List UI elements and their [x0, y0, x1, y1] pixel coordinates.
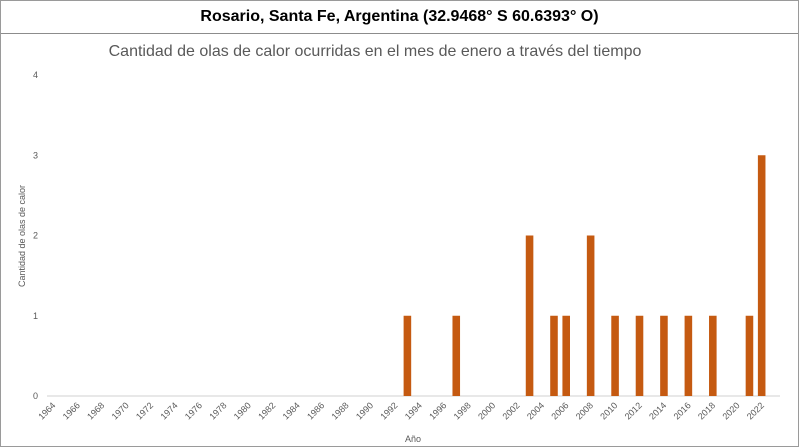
x-tick-label: 1984: [281, 400, 302, 421]
x-tick-label: 1966: [61, 400, 82, 421]
x-tick-label: 1982: [256, 400, 277, 421]
bar: [684, 315, 693, 396]
bar: [550, 315, 558, 396]
x-tick-label: 2006: [549, 400, 570, 421]
bar: [611, 315, 619, 396]
bar: [452, 315, 461, 396]
x-tick-label: 2010: [598, 400, 619, 421]
x-tick-label: 1980: [232, 400, 253, 421]
bar: [525, 235, 534, 396]
x-axis-label: Año: [405, 434, 421, 444]
x-tick-label: 1994: [403, 400, 424, 421]
x-tick-label: 1988: [329, 400, 350, 421]
x-tick-label: 1990: [354, 400, 375, 421]
bar: [757, 155, 766, 396]
bar: [562, 315, 570, 396]
x-tick-label: 1968: [85, 400, 106, 421]
bar: [660, 315, 668, 396]
x-tick-label: 1998: [452, 400, 473, 421]
y-tick-label: 4: [33, 70, 38, 80]
y-axis-label: Cantidad de olas de calor: [17, 185, 27, 287]
x-tick-label: 1992: [378, 400, 399, 421]
bar: [709, 315, 717, 396]
x-tick-label: 1972: [134, 400, 155, 421]
x-tick-label: 2000: [476, 400, 497, 421]
x-tick-label: 2008: [574, 400, 595, 421]
x-tick-label: 2018: [696, 400, 717, 421]
x-tick-label: 1978: [207, 400, 228, 421]
x-axis-ticks: 1964 1966 1968 1970 1972 1974 1976 1978 1980 1982…: [36, 400, 766, 421]
x-tick-label: 1976: [183, 400, 204, 421]
x-tick-label: 2012: [623, 400, 644, 421]
bar: [745, 315, 754, 396]
bar: [403, 315, 412, 396]
x-tick-label: 1970: [110, 400, 131, 421]
bar: [586, 235, 595, 396]
x-tick-label: 1964: [36, 400, 57, 421]
y-tick-label: 2: [33, 231, 38, 241]
y-tick-label: 3: [33, 150, 38, 160]
bar: [635, 315, 644, 396]
x-tick-label: 2004: [525, 400, 546, 421]
x-tick-label: 1974: [158, 400, 179, 421]
x-tick-label: 2016: [672, 400, 693, 421]
y-tick-label: 0: [33, 391, 38, 401]
y-tick-label: 1: [33, 311, 38, 321]
y-axis-ticks: 0 1 2 3 4: [33, 70, 38, 401]
page-title: Rosario, Santa Fe, Argentina (32.9468° S…: [1, 1, 798, 34]
x-tick-label: 1986: [305, 400, 326, 421]
x-tick-label: 2014: [647, 400, 668, 421]
x-tick-label: 2022: [745, 400, 766, 421]
chart-title: Cantidad de olas de calor ocurridas en e…: [109, 43, 642, 60]
x-tick-label: 1996: [427, 400, 448, 421]
x-tick-label: 2002: [501, 400, 522, 421]
x-tick-label: 2020: [720, 400, 741, 421]
bars: [403, 155, 766, 396]
